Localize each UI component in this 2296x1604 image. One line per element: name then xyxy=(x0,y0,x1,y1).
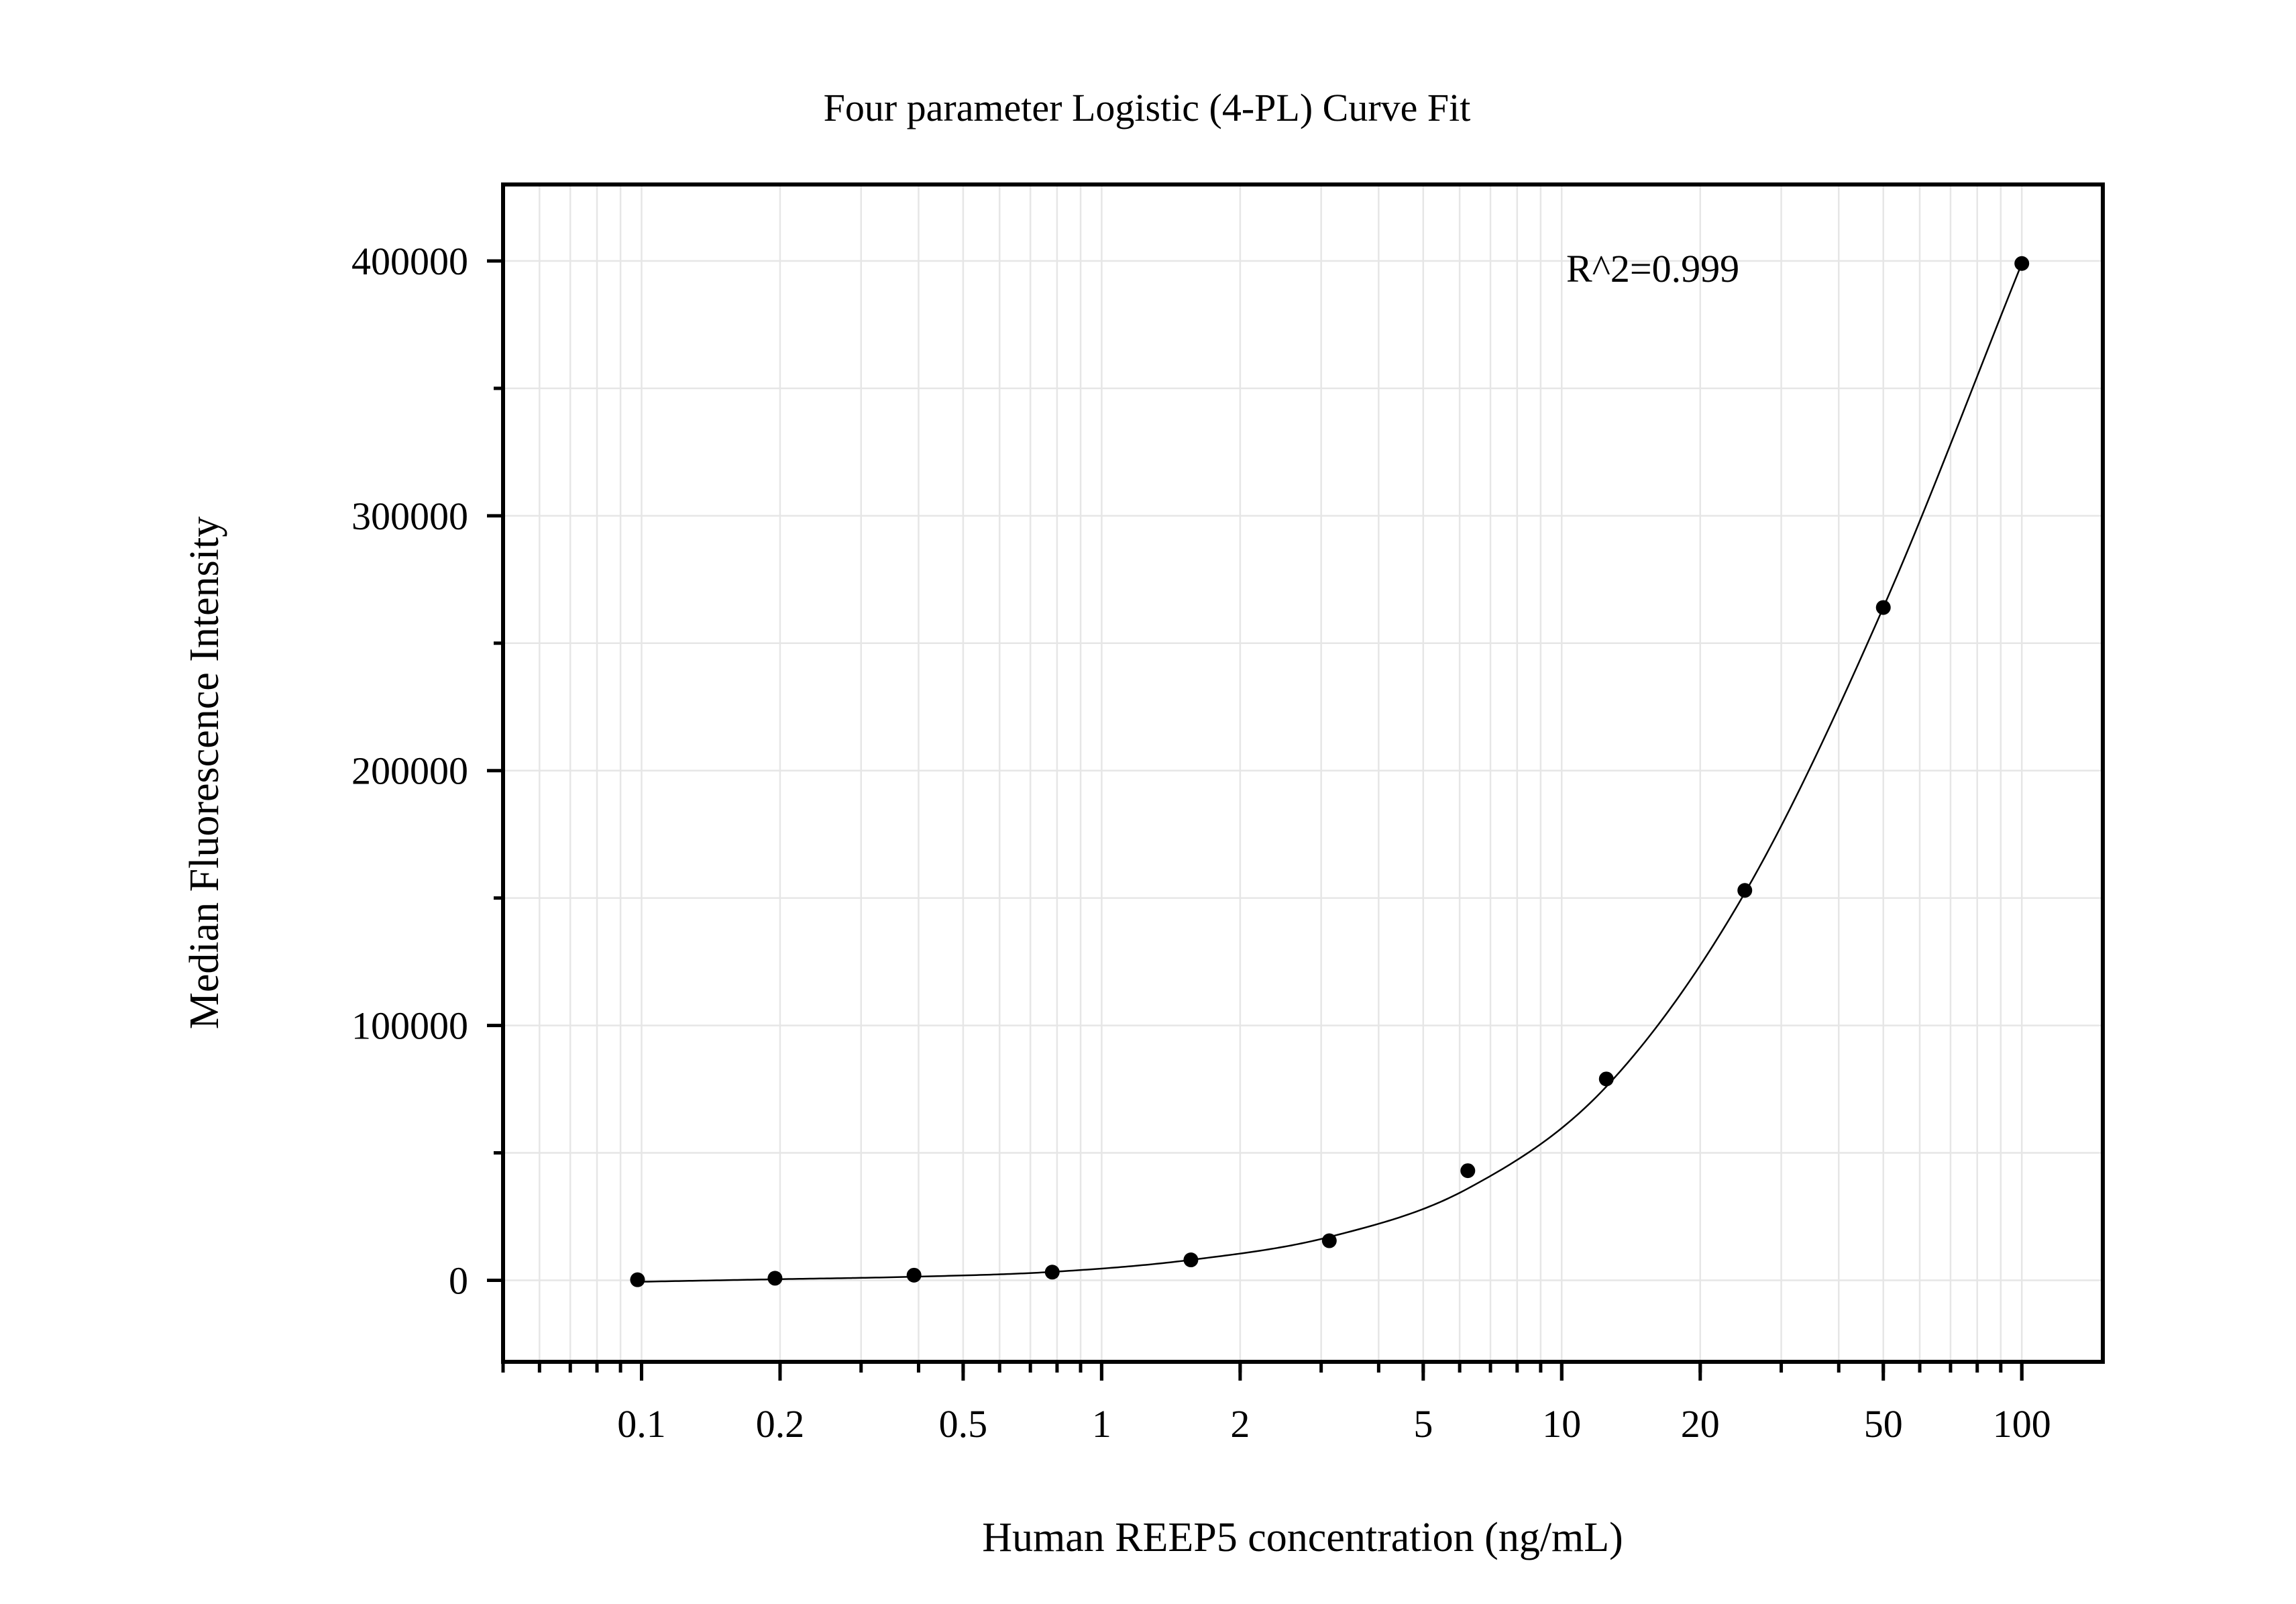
y-tick-label: 100000 xyxy=(351,1004,468,1048)
x-tick-label: 5 xyxy=(1413,1402,1433,1446)
x-axis-label: Human REEP5 concentration (ng/mL) xyxy=(982,1515,1623,1560)
x-tick-label: 2 xyxy=(1230,1402,1250,1446)
chart-title: Four parameter Logistic (4-PL) Curve Fit xyxy=(824,86,1471,129)
fit-curve-layer xyxy=(637,263,2023,1283)
data-point xyxy=(1321,1233,1337,1248)
x-tick-label: 0.2 xyxy=(756,1402,805,1446)
x-tick-label: 1 xyxy=(1092,1402,1111,1446)
y-tick-label: 300000 xyxy=(351,494,468,538)
y-tick-label: 0 xyxy=(449,1259,468,1302)
data-point xyxy=(1460,1163,1476,1179)
x-tick-label: 100 xyxy=(1993,1402,2051,1446)
data-points xyxy=(630,256,2030,1287)
fit-curve xyxy=(637,263,2023,1283)
r-squared-annotation: R^2=0.999 xyxy=(1566,247,1739,290)
data-point xyxy=(630,1272,645,1287)
data-point xyxy=(1598,1071,1614,1087)
y-tick-label: 200000 xyxy=(351,749,468,793)
grid-lines xyxy=(502,184,2103,1362)
data-point xyxy=(1875,600,1891,615)
data-point xyxy=(906,1267,922,1283)
y-tick-label: 400000 xyxy=(351,239,468,283)
data-point xyxy=(2014,256,2030,271)
x-tick-label: 10 xyxy=(1542,1402,1581,1446)
data-point xyxy=(1737,883,1753,898)
x-tick-label: 20 xyxy=(1681,1402,1720,1446)
y-axis-label: Median Fluorescence Intensity xyxy=(182,517,227,1029)
data-point xyxy=(1183,1252,1199,1268)
x-tick-label: 50 xyxy=(1864,1402,1903,1446)
x-tick-label: 0.5 xyxy=(939,1402,988,1446)
x-tick-label: 0.1 xyxy=(617,1402,666,1446)
y-tick-labels: 0 100000 200000 300000 400000 xyxy=(351,239,468,1302)
data-point xyxy=(767,1271,783,1286)
data-point xyxy=(1044,1265,1060,1280)
x-tick-labels: 0.1 0.2 0.5 1 2 5 10 20 50 100 xyxy=(617,1402,2051,1446)
plot-frame xyxy=(501,182,2105,1364)
axis-ticks xyxy=(487,259,2024,1381)
